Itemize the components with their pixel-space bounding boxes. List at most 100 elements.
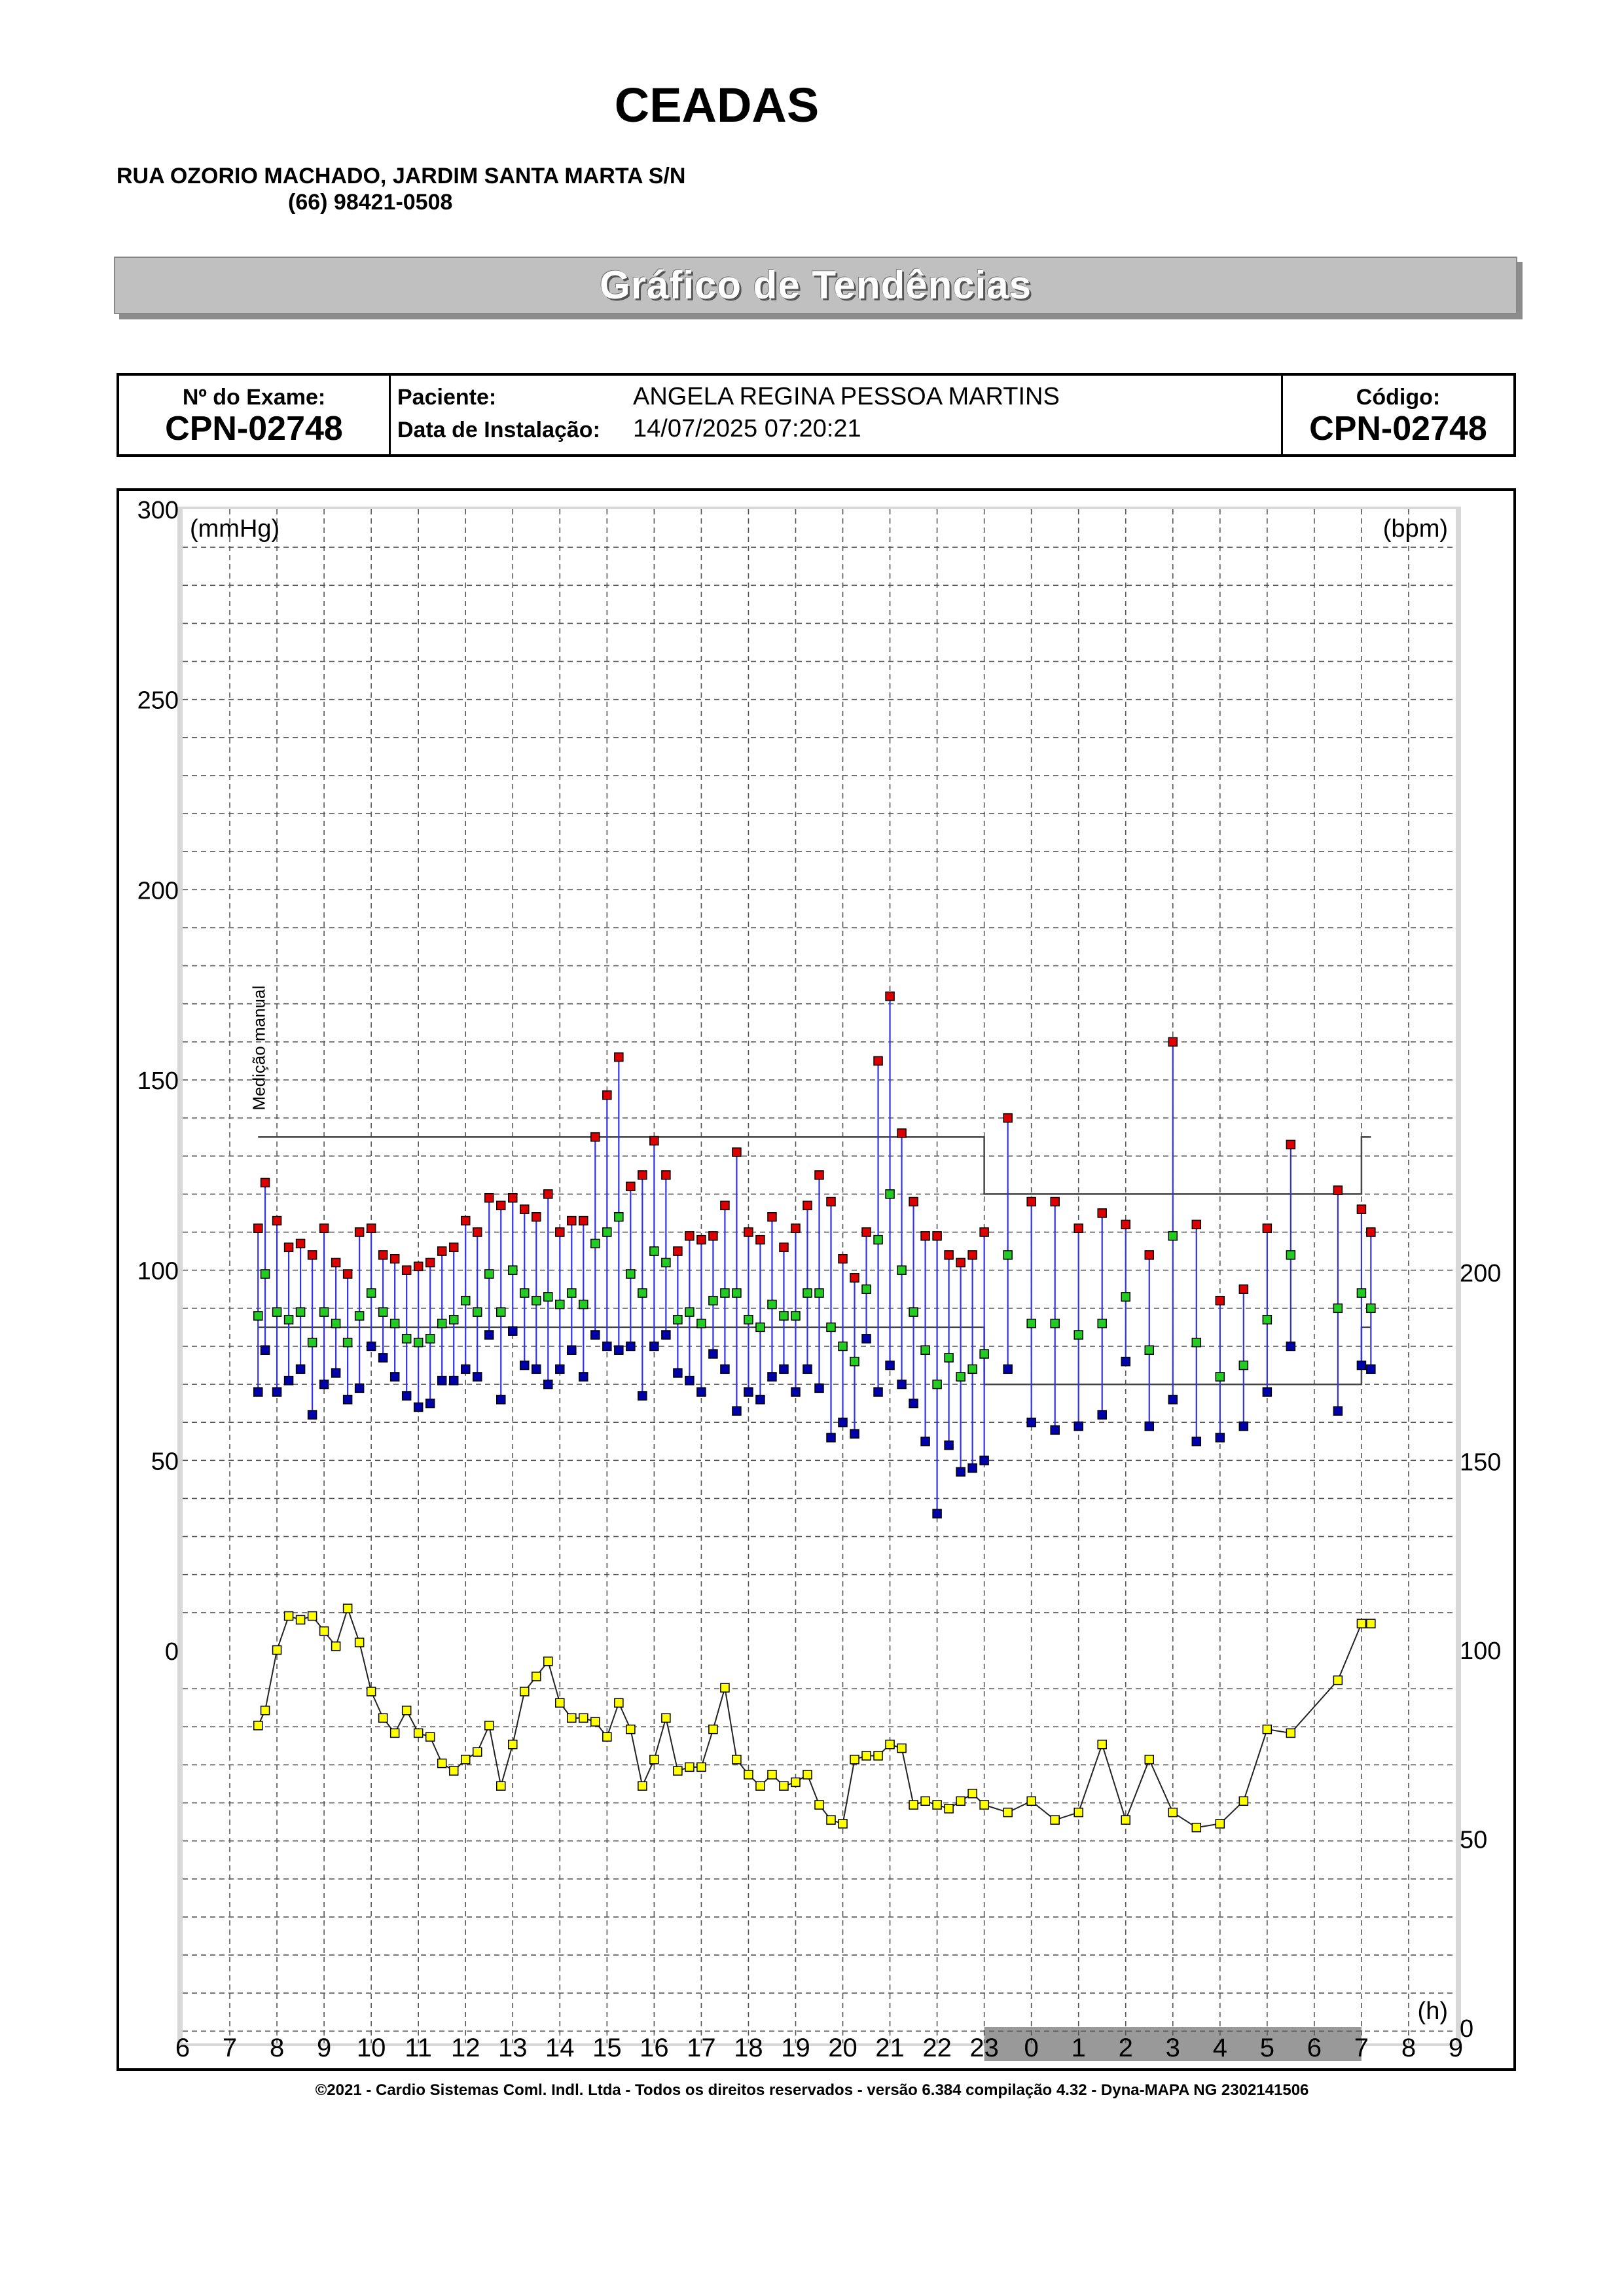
patient-name: ANGELA REGINA PESSOA MARTINS: [633, 383, 1060, 410]
diastolic-point: [1366, 1364, 1376, 1374]
diastolic-point: [897, 1379, 907, 1390]
diastolic-point: [685, 1376, 695, 1386]
diastolic-point: [354, 1383, 365, 1393]
systolic-point: [920, 1231, 930, 1241]
code-value: CPN-02748: [1309, 410, 1487, 448]
left-axis-unit-label: (mmHg): [190, 515, 280, 543]
diastolic-point: [1238, 1421, 1249, 1431]
heart-rate-point: [873, 1751, 883, 1761]
heart-rate-point: [283, 1611, 294, 1621]
heart-rate-point: [472, 1747, 482, 1757]
diastolic-point: [979, 1456, 989, 1465]
heart-rate-point: [331, 1641, 341, 1651]
heart-rate-point: [850, 1755, 859, 1765]
diastolic-point: [838, 1417, 848, 1427]
systolic-point: [685, 1231, 695, 1241]
systolic-point: [720, 1200, 730, 1211]
heart-rate-point: [861, 1751, 871, 1761]
systolic-point: [342, 1269, 353, 1279]
heart-rate-point: [520, 1687, 530, 1696]
diastolic-point: [944, 1440, 954, 1450]
systolic-point: [319, 1223, 329, 1233]
mean-pressure-point: [649, 1246, 659, 1256]
systolic-point: [696, 1234, 706, 1245]
diastolic-point: [1333, 1406, 1343, 1416]
mean-pressure-point: [1074, 1330, 1083, 1340]
diastolic-point: [755, 1395, 765, 1405]
mean-pressure-point: [401, 1334, 412, 1344]
clinic-address: RUA OZORIO MACHADO, JARDIM SANTA MARTA S…: [117, 164, 686, 188]
x-axis-tick-label: 11: [405, 2034, 432, 2062]
mean-pressure-point: [1097, 1318, 1107, 1329]
diastolic-point: [319, 1379, 329, 1390]
heart-rate-point: [543, 1657, 553, 1666]
right-axis-unit-label: (bpm): [1383, 515, 1448, 543]
code-label: Código:: [1356, 385, 1441, 410]
mean-pressure-point: [956, 1372, 965, 1382]
exam-number-cell: Nº do Exame: CPN-02748: [119, 376, 391, 454]
x-axis-tick-label: 22: [922, 2034, 952, 2062]
diastolic-point: [720, 1364, 730, 1374]
diastolic-point: [401, 1391, 412, 1401]
heart-rate-point: [555, 1698, 565, 1708]
systolic-point: [472, 1227, 482, 1237]
x-axis-tick-label: 20: [828, 2034, 857, 2062]
systolic-point: [425, 1257, 435, 1268]
diastolic-point: [861, 1334, 871, 1344]
diastolic-point: [295, 1364, 306, 1374]
left-axis-tick-label: 200: [137, 877, 179, 905]
exam-number-label: Nº do Exame:: [182, 385, 326, 410]
mean-pressure-point: [1356, 1288, 1367, 1298]
diastolic-point: [331, 1368, 341, 1378]
x-axis-tick-label: 4: [1213, 2034, 1227, 2062]
diastolic-point: [543, 1379, 553, 1390]
systolic-point: [838, 1253, 848, 1264]
systolic-point: [602, 1090, 612, 1100]
diastolic-point: [708, 1349, 718, 1359]
mean-pressure-point: [366, 1288, 376, 1298]
diastolic-point: [1191, 1437, 1202, 1446]
mean-pressure-point: [1238, 1360, 1249, 1371]
systolic-point: [520, 1204, 530, 1214]
heart-rate-point: [1333, 1675, 1343, 1685]
heart-rate-point: [1003, 1807, 1013, 1818]
diastolic-point: [555, 1364, 565, 1374]
x-axis-tick-label: 13: [498, 2034, 528, 2062]
diastolic-point: [920, 1437, 930, 1446]
diastolic-point: [673, 1368, 683, 1378]
mean-pressure-point: [520, 1288, 530, 1298]
heart-rate-point: [413, 1728, 424, 1738]
systolic-point: [307, 1250, 317, 1260]
heart-rate-point: [838, 1819, 848, 1829]
mean-pressure-point: [732, 1288, 742, 1298]
mean-pressure-point: [484, 1269, 494, 1279]
code-cell: Código: CPN-02748: [1283, 376, 1513, 454]
mean-pressure-point: [685, 1307, 695, 1317]
diastolic-point: [803, 1364, 812, 1374]
diastolic-point: [508, 1326, 518, 1336]
diastolic-point: [779, 1364, 789, 1374]
heart-rate-point: [614, 1698, 624, 1708]
mean-pressure-point: [319, 1307, 329, 1317]
mean-pressure-point: [626, 1269, 636, 1279]
diastolic-point: [956, 1467, 965, 1477]
systolic-point: [1121, 1219, 1130, 1230]
mean-pressure-point: [283, 1314, 294, 1325]
x-axis-tick-label: 5: [1260, 2034, 1274, 2062]
x-axis-tick-label: 1: [1072, 2034, 1086, 2062]
mean-pressure-point: [979, 1349, 989, 1359]
mean-pressure-point: [920, 1345, 930, 1355]
systolic-point: [283, 1242, 294, 1253]
x-axis-tick-label: 7: [223, 2034, 237, 2062]
heart-rate-point: [1026, 1796, 1036, 1806]
heart-rate-point: [1286, 1728, 1296, 1738]
mean-pressure-point: [378, 1307, 388, 1317]
x-axis-tick-label: 19: [781, 2034, 810, 2062]
heart-rate-point: [602, 1732, 612, 1742]
mean-pressure-point: [932, 1379, 942, 1390]
x-axis-tick-label: 15: [592, 2034, 622, 2062]
heart-rate-point: [744, 1770, 753, 1780]
systolic-point: [1144, 1250, 1155, 1260]
systolic-point: [979, 1227, 989, 1237]
